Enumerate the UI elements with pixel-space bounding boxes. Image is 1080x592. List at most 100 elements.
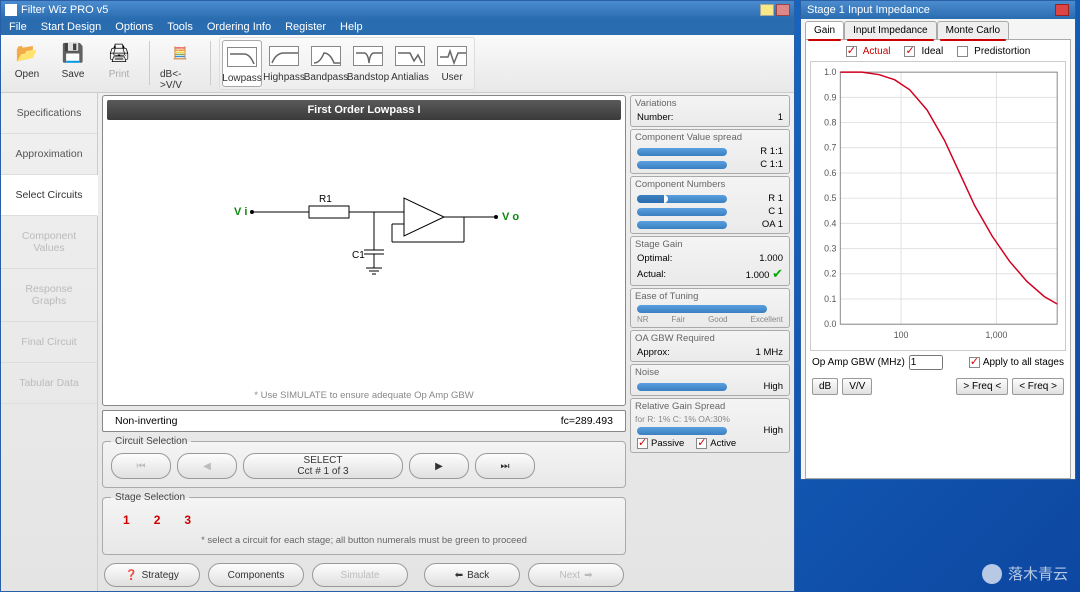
noise-slider[interactable] bbox=[637, 383, 727, 391]
window-controls bbox=[760, 4, 790, 16]
nav-final-circuit[interactable]: Final Circuit bbox=[1, 322, 97, 363]
relative-gain-spread-panel: Relative Gain Spread for R: 1% C: 1% OA:… bbox=[630, 398, 790, 453]
menu-start-design[interactable]: Start Design bbox=[41, 21, 102, 33]
save-button[interactable]: 💾Save bbox=[51, 37, 95, 82]
menu-tools[interactable]: Tools bbox=[167, 21, 193, 33]
r-spread-slider[interactable] bbox=[637, 148, 727, 156]
gbw-input[interactable] bbox=[909, 355, 943, 370]
prev-circuit-button[interactable]: ◀ bbox=[177, 453, 237, 479]
gbw-label: Op Amp GBW (MHz) bbox=[812, 357, 905, 368]
db-toggle-button[interactable]: 🧮 dB<->V/V bbox=[158, 37, 202, 93]
stage-1-button[interactable]: 1 bbox=[123, 513, 130, 527]
first-circuit-button[interactable]: ⏮ bbox=[111, 453, 171, 479]
svg-text:V i: V i bbox=[234, 206, 247, 218]
highpass-button[interactable]: Highpass bbox=[264, 40, 304, 87]
menu-help[interactable]: Help bbox=[340, 21, 363, 33]
c-count-slider[interactable] bbox=[637, 208, 727, 216]
svg-text:0.7: 0.7 bbox=[824, 143, 836, 153]
back-button[interactable]: ⬅Back bbox=[424, 563, 520, 587]
close-button[interactable] bbox=[776, 4, 790, 16]
gain-tab-panel: Actual Ideal Predistortion 0.0 0.1 0.2 0.3 0… bbox=[805, 39, 1071, 479]
nav-specifications[interactable]: Specifications bbox=[1, 93, 97, 134]
minimize-button[interactable] bbox=[760, 4, 774, 16]
svg-text:0.2: 0.2 bbox=[824, 269, 836, 279]
variations-panel: Variations Number:1 bbox=[630, 95, 790, 127]
circuit-schematic: V i R1 C1 bbox=[103, 120, 625, 300]
last-circuit-button[interactable]: ⏭ bbox=[475, 453, 535, 479]
circuit-title: First Order Lowpass I bbox=[107, 100, 621, 120]
filter-type-group: LowpassHighpassBandpassBandstopAntialias… bbox=[219, 37, 475, 90]
apply-all-checkbox[interactable]: Apply to all stages bbox=[969, 357, 1064, 368]
component-numbers-panel: Component Numbers R 1 C 1 OA 1 bbox=[630, 176, 790, 234]
tab-input-impedance[interactable]: Input Impedance bbox=[844, 21, 937, 39]
sec-close-button[interactable] bbox=[1055, 4, 1069, 16]
next-circuit-button[interactable]: ▶ bbox=[409, 453, 469, 479]
nav-component-values[interactable]: Component Values bbox=[1, 216, 97, 269]
check-icon: ✔ bbox=[772, 266, 783, 281]
nav-approximation[interactable]: Approximation bbox=[1, 134, 97, 175]
gain-chart: 0.00.10.20.30.40.50.60.70.80.91.01001,00… bbox=[810, 61, 1066, 351]
tab-gain[interactable]: Gain bbox=[805, 21, 844, 39]
components-button[interactable]: Components bbox=[208, 563, 304, 587]
predistortion-checkbox[interactable]: Predistortion bbox=[957, 46, 1030, 57]
simulate-button[interactable]: Simulate bbox=[312, 563, 408, 587]
wechat-icon bbox=[982, 564, 1002, 584]
topology-label: Non-inverting bbox=[115, 415, 177, 427]
bottom-buttons: ❓Strategy Components Simulate ⬅Back Next… bbox=[102, 559, 626, 587]
c-spread-slider[interactable] bbox=[637, 161, 727, 169]
nav-response-graphs[interactable]: Response Graphs bbox=[1, 269, 97, 322]
passive-checkbox[interactable]: Passive bbox=[637, 438, 684, 449]
circuit-selection-group: Circuit Selection ⏮ ◀ SELECT Cct # 1 of … bbox=[102, 436, 626, 488]
svg-text:0.5: 0.5 bbox=[824, 193, 836, 203]
oa-count-slider[interactable] bbox=[637, 221, 727, 229]
svg-text:0.3: 0.3 bbox=[824, 244, 836, 254]
main-panel: First Order Lowpass I V i R1 bbox=[98, 93, 794, 591]
main-window: Filter Wiz PRO v5 FileStart DesignOption… bbox=[0, 0, 795, 592]
lowpass-button[interactable]: Lowpass bbox=[222, 40, 262, 87]
active-checkbox[interactable]: Active bbox=[696, 438, 736, 449]
impedance-window: Stage 1 Input Impedance GainInput Impeda… bbox=[800, 0, 1076, 480]
component-value-spread-panel: Component Value spread R 1:1 C 1:1 bbox=[630, 129, 790, 174]
freq-in-button[interactable]: > Freq < bbox=[956, 378, 1008, 395]
svg-text:0.9: 0.9 bbox=[824, 92, 836, 102]
menu-options[interactable]: Options bbox=[115, 21, 153, 33]
stage-note: * select a circuit for each stage; all b… bbox=[111, 535, 617, 546]
strategy-button[interactable]: ❓Strategy bbox=[104, 563, 200, 587]
svg-text:0.0: 0.0 bbox=[824, 319, 836, 329]
stage-2-button[interactable]: 2 bbox=[154, 513, 161, 527]
circuit-note: * Use SIMULATE to ensure adequate Op Amp… bbox=[103, 390, 625, 401]
bandpass-button[interactable]: Bandpass bbox=[306, 40, 346, 87]
noise-panel: Noise High bbox=[630, 364, 790, 396]
svg-text:0.6: 0.6 bbox=[824, 168, 836, 178]
stage-3-button[interactable]: 3 bbox=[184, 513, 191, 527]
print-button[interactable]: 🖨Print bbox=[97, 37, 141, 82]
tab-monte-carlo[interactable]: Monte Carlo bbox=[937, 21, 1009, 39]
properties-column: Variations Number:1 Component Value spre… bbox=[630, 95, 790, 587]
nav-tabular-data[interactable]: Tabular Data bbox=[1, 363, 97, 404]
menu-file[interactable]: File bbox=[9, 21, 27, 33]
freq-out-button[interactable]: < Freq > bbox=[1012, 378, 1064, 395]
gbw-panel: OA GBW Required Approx:1 MHz bbox=[630, 330, 790, 362]
open-button[interactable]: 📂Open bbox=[5, 37, 49, 82]
rgs-slider[interactable] bbox=[637, 427, 727, 435]
db-button[interactable]: dB bbox=[812, 378, 838, 395]
svg-text:R1: R1 bbox=[319, 194, 332, 205]
bandstop-button[interactable]: Bandstop bbox=[348, 40, 388, 87]
select-circuit-button[interactable]: SELECT Cct # 1 of 3 bbox=[243, 453, 403, 479]
next-button[interactable]: Next➡ bbox=[528, 563, 624, 587]
menu-register[interactable]: Register bbox=[285, 21, 326, 33]
svg-text:0.1: 0.1 bbox=[824, 294, 836, 304]
circuit-info-strip: Non-inverting fc=289.493 bbox=[102, 410, 626, 432]
user-button[interactable]: User bbox=[432, 40, 472, 87]
db-icon: 🧮 bbox=[166, 39, 194, 67]
ease-of-tuning-panel: Ease of Tuning NRFairGoodExcellent bbox=[630, 288, 790, 328]
ideal-checkbox[interactable]: Ideal bbox=[904, 46, 943, 57]
ease-slider[interactable] bbox=[637, 305, 767, 313]
menu-ordering-info[interactable]: Ordering Info bbox=[207, 21, 271, 33]
antialias-button[interactable]: Antialias bbox=[390, 40, 430, 87]
r-count-slider[interactable] bbox=[637, 195, 727, 203]
vv-button[interactable]: V/V bbox=[842, 378, 872, 395]
nav-select-circuits[interactable]: Select Circuits bbox=[1, 175, 98, 216]
actual-checkbox[interactable]: Actual bbox=[846, 46, 891, 57]
svg-text:1.0: 1.0 bbox=[824, 67, 836, 77]
